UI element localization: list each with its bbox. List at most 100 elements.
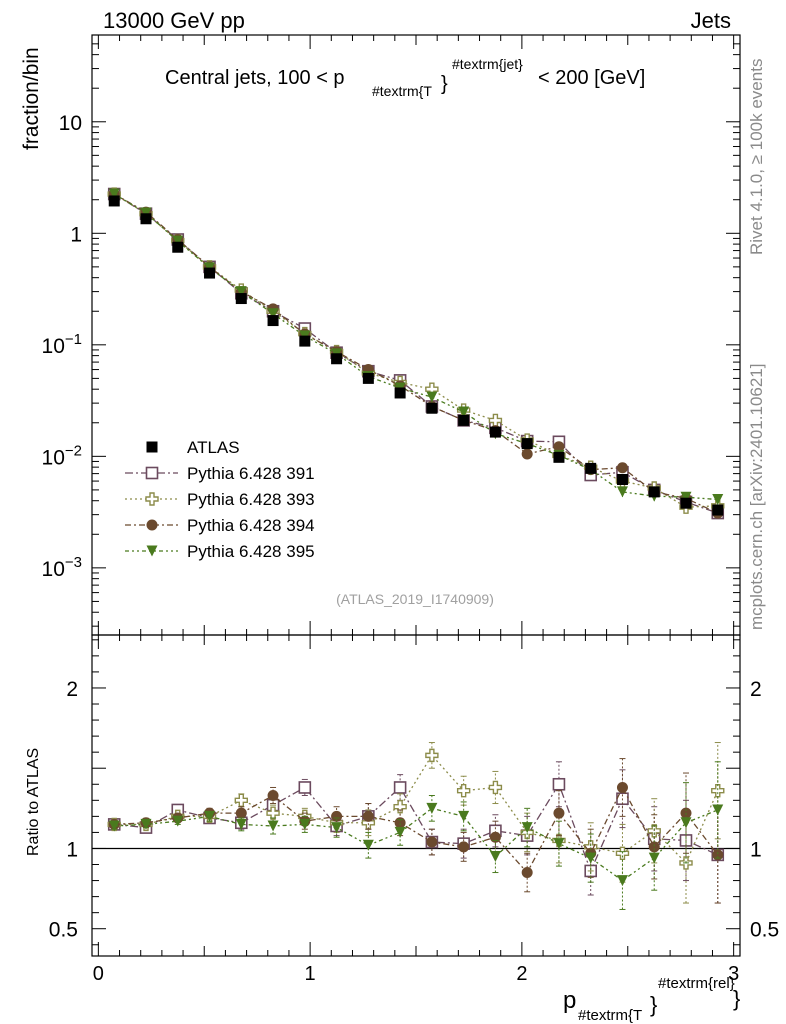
ratio-data-point — [204, 810, 216, 822]
ratio-y-tick-label-right: 2 — [750, 678, 762, 701]
ratio-data-point — [267, 790, 279, 801]
xlabel-sup-close: } — [733, 986, 740, 1011]
data-point — [521, 438, 533, 450]
ratio-data-point — [172, 815, 184, 827]
data-point — [426, 402, 438, 414]
legend-entry: ATLAS — [146, 438, 240, 457]
ratio-data-point — [331, 810, 343, 822]
legend-entry: Pythia 6.428 394 — [125, 516, 315, 535]
data-point — [616, 473, 628, 485]
ratio-data-point — [140, 818, 152, 830]
data-point — [331, 353, 343, 365]
data-point — [362, 372, 374, 384]
ratio-y-tick-label-right: 0.5 — [750, 919, 779, 942]
data-point — [267, 315, 279, 327]
legend-marker — [145, 492, 159, 506]
legend-marker — [146, 545, 158, 557]
ratio-series-pythia-6-428-395 — [108, 761, 724, 910]
ratio-panel-frame — [91, 634, 741, 957]
ratio-data-point — [425, 748, 439, 763]
ratio-data-point — [394, 826, 406, 838]
main-data-layer — [107, 187, 725, 520]
energy-label: 13000 GeV pp — [103, 8, 245, 33]
legend-marker — [145, 466, 159, 480]
data-point — [172, 241, 184, 253]
data-point — [712, 494, 724, 506]
ratio-data-point — [393, 781, 407, 794]
data-point — [204, 267, 216, 279]
data-point — [426, 391, 438, 403]
ratio-data-point — [648, 852, 660, 864]
data-point — [585, 462, 597, 474]
data-point — [140, 207, 152, 219]
x-tick-label: 2 — [516, 963, 527, 985]
data-point — [299, 335, 311, 347]
ratio-data-point — [553, 807, 565, 819]
y-tick-label: 10 — [59, 112, 82, 135]
ratio-y-tick-label-right: 1 — [750, 838, 762, 861]
data-point — [553, 451, 565, 463]
ratio-data-point — [521, 867, 533, 879]
data-point — [458, 414, 470, 426]
ratio-data-point — [585, 852, 597, 864]
ratio-data-point — [711, 783, 725, 798]
series-pythia-6-428-395 — [108, 188, 724, 506]
ratio-data-point — [298, 781, 312, 794]
data-point — [235, 293, 247, 305]
ratio-series-pythia-6-428-391 — [107, 761, 725, 904]
data-point — [712, 504, 724, 516]
series-line — [113, 193, 718, 514]
ratio-data-point — [108, 820, 120, 832]
xlabel-sub-close: } — [650, 992, 657, 1017]
ratio-data-point — [393, 800, 407, 814]
ratio-y-axis-label: Ratio to ATLAS — [25, 748, 42, 856]
ratio-y-tick-label: 0.5 — [49, 919, 78, 942]
ratio-data-point — [299, 818, 311, 830]
ratio-data-point — [648, 841, 660, 853]
legend-label: Pythia 6.428 395 — [187, 542, 315, 561]
ratio-data-point — [712, 849, 724, 861]
analysis-tag: (ATLAS_2019_I1740909) — [336, 591, 494, 607]
ratio-data-point — [712, 804, 724, 816]
data-point — [680, 491, 692, 503]
legend-marker — [146, 519, 158, 531]
legend: ATLAS Pythia 6.428 391 Pythia 6.428 393 Pyt… — [125, 438, 315, 561]
x-axis-label: p #textrm{T } #textrm{rel} } — [563, 975, 740, 1024]
data-point — [680, 497, 692, 509]
title-sup: #textrm{jet} — [452, 56, 523, 72]
ratio-data-point — [235, 818, 247, 830]
ratio-data-point — [552, 777, 566, 791]
data-point — [235, 286, 247, 298]
ratio-data-point — [267, 820, 279, 832]
legend-entry: Pythia 6.428 395 — [125, 542, 315, 561]
xlabel-main: p — [563, 987, 576, 1014]
data-point — [616, 462, 628, 474]
data-point — [458, 406, 470, 418]
ratio-data-point — [616, 875, 628, 887]
legend-label: ATLAS — [187, 438, 240, 457]
legend-label: Pythia 6.428 394 — [187, 516, 315, 535]
title-tail: < 200 [GeV] — [538, 67, 645, 89]
ratio-data-point — [458, 810, 470, 822]
data-point — [521, 448, 533, 460]
main-y-axis-label: fraction/bin — [20, 47, 43, 150]
ratio-data-point — [553, 838, 565, 850]
ratio-data-point — [362, 839, 374, 851]
mcplots-label: mcplots.cern.ch [arXiv:2401.10621] — [747, 364, 766, 630]
ratio-data-point — [489, 850, 501, 862]
data-point — [108, 195, 120, 207]
ratio-data-layer — [107, 742, 725, 910]
xlabel-sup: #textrm{rel} — [658, 975, 735, 992]
legend-marker — [146, 441, 158, 453]
ratio-data-point — [489, 831, 501, 843]
ratio-data-point — [426, 802, 438, 814]
data-point — [553, 441, 565, 453]
ratio-series-line — [114, 807, 719, 882]
x-tick-label: 1 — [305, 963, 316, 985]
legend-label: Pythia 6.428 391 — [187, 464, 315, 483]
series-line — [113, 193, 718, 508]
data-point — [616, 486, 628, 498]
y-tick-label: 10−3 — [42, 554, 82, 581]
ratio-data-point — [234, 793, 248, 808]
